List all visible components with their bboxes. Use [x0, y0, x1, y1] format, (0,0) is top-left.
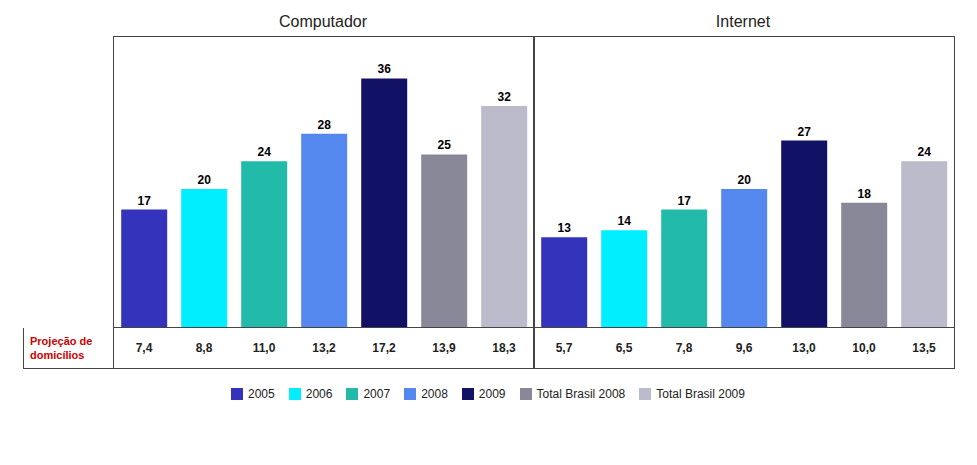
html-text:13,5: 13,5 — [912, 341, 936, 355]
html-text:Total Brasil 2008: Total Brasil 2008 — [536, 387, 626, 401]
svg-text:17: 17 — [678, 194, 692, 208]
html-text:Internet: Internet — [715, 13, 771, 30]
html-text:13,9: 13,9 — [432, 341, 456, 355]
html-text:9,6: 9,6 — [735, 341, 753, 355]
html-text:7,8: 7,8 — [675, 341, 693, 355]
svg-text:25: 25 — [438, 138, 452, 152]
svg-text:20: 20 — [198, 173, 212, 187]
html-text:13,0: 13,0 — [792, 341, 816, 355]
svg-text:24: 24 — [258, 145, 272, 159]
html-text:6,5: 6,5 — [615, 341, 633, 355]
html-text:17,2: 17,2 — [372, 341, 396, 355]
html-text:2008: 2008 — [421, 387, 448, 401]
html-text:13,2: 13,2 — [312, 341, 336, 355]
svg-text:28: 28 — [318, 118, 332, 132]
svg-text:17: 17 — [138, 194, 152, 208]
html-text:Computador: Computador — [279, 13, 367, 30]
html-text:7,4: 7,4 — [135, 341, 153, 355]
svg-text:24: 24 — [918, 145, 932, 159]
html-text:8,8: 8,8 — [195, 341, 213, 355]
svg-text:32: 32 — [498, 90, 512, 104]
html-text:2006: 2006 — [305, 387, 333, 401]
html-text:11,0: 11,0 — [252, 341, 276, 355]
svg-text:13: 13 — [558, 221, 572, 235]
html-text:2007: 2007 — [363, 387, 391, 401]
svg-text:36: 36 — [378, 62, 392, 76]
svg-text:14: 14 — [618, 214, 632, 228]
html-text:Total Brasil 2009: Total Brasil 2009 — [656, 387, 745, 401]
html-text:domicílios: domicílios — [30, 349, 85, 361]
html-text:Projeção de: Projeção de — [30, 335, 93, 347]
html-text:2005: 2005 — [248, 387, 275, 401]
svg-text:27: 27 — [798, 125, 812, 139]
html-text:2009: 2009 — [478, 387, 506, 401]
html-text:10,0: 10,0 — [852, 341, 876, 355]
html-text:5,7: 5,7 — [555, 341, 573, 355]
html-text:18,3: 18,3 — [492, 341, 516, 355]
svg-text:20: 20 — [738, 173, 752, 187]
svg-text:18: 18 — [858, 187, 872, 201]
